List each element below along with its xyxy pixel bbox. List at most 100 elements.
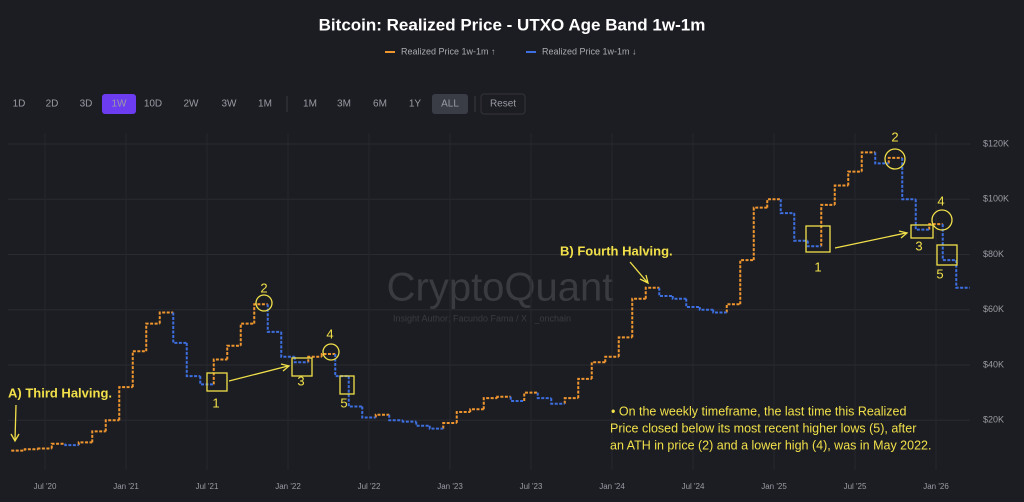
y-tick-label: $60K <box>983 304 1004 314</box>
price-step <box>752 206 768 261</box>
legend-label: Realized Price 1w-1m ↑ <box>401 46 496 56</box>
annotation: B) Fourth Halving. <box>560 243 673 258</box>
price-step <box>158 311 174 324</box>
x-tick-label: Jan '25 <box>761 482 787 491</box>
price-step <box>253 303 268 324</box>
y-tick-label: $120K <box>983 138 1009 148</box>
price-step <box>644 286 660 299</box>
price-step <box>860 151 876 172</box>
price-step <box>239 322 255 346</box>
price-step <box>901 157 916 201</box>
price-step <box>415 421 430 427</box>
range-button[interactable]: 1M <box>303 99 317 110</box>
box <box>339 375 355 395</box>
price-step <box>226 344 241 360</box>
price-step <box>725 303 741 313</box>
price-step <box>37 447 52 450</box>
price-step <box>496 395 511 399</box>
price-step <box>671 295 687 300</box>
annotation: 1 <box>212 395 219 410</box>
price-step <box>563 397 579 404</box>
x-tick-label: Jan '22 <box>275 482 301 491</box>
circle <box>884 148 906 170</box>
price-step <box>779 199 795 215</box>
toolbar: 1D 2D 3D 1W 10D 2W 3W 1M 1M 3M 6M 1Y ALL Reset <box>13 93 526 115</box>
price-step <box>712 309 727 314</box>
interval-button[interactable]: 1M <box>258 99 272 110</box>
price-step <box>23 448 39 451</box>
price-step <box>955 260 970 289</box>
arrow-head <box>10 433 20 443</box>
annotation: A) Third Halving. <box>8 385 112 400</box>
x-tick-label: Jan '23 <box>437 482 463 491</box>
price-step <box>64 443 79 447</box>
plot <box>11 151 970 452</box>
arrow <box>629 261 648 283</box>
interval-button[interactable]: 3D <box>80 99 93 110</box>
box <box>805 225 831 253</box>
price-step <box>847 170 862 186</box>
price-step <box>401 420 417 423</box>
price-step <box>698 307 714 311</box>
price-step <box>347 376 363 408</box>
price-step <box>793 213 808 242</box>
interval-button[interactable]: 10D <box>144 99 162 110</box>
price-step <box>280 331 295 358</box>
interval-button[interactable]: 1D <box>13 99 26 110</box>
price-step <box>131 350 147 388</box>
price-step <box>185 342 201 378</box>
annotation: 1 <box>814 259 821 274</box>
price-step <box>874 152 889 165</box>
price-step <box>941 224 957 262</box>
y-tick-label: $100K <box>983 194 1009 204</box>
box <box>206 372 228 392</box>
x-tick-label: Jan '24 <box>599 482 625 491</box>
range-button[interactable]: ALL <box>441 99 459 110</box>
reset-frame <box>480 93 526 115</box>
price-step <box>482 397 498 410</box>
annotation: 5 <box>340 395 347 410</box>
price-step <box>536 392 552 400</box>
range-button[interactable]: 1Y <box>409 99 422 110</box>
price-step <box>617 336 633 357</box>
x-tick-label: Jul '22 <box>358 482 381 491</box>
reset-button[interactable]: Reset <box>490 99 516 110</box>
annotation: 5 <box>936 266 943 281</box>
x-tick-label: Jul '24 <box>682 482 705 491</box>
chart-title: Bitcoin: Realized Price - UTXO Age Band … <box>319 15 706 34</box>
interval-button[interactable]: 2D <box>46 99 59 110</box>
price-step <box>307 355 322 363</box>
circle <box>931 209 953 231</box>
interval-button[interactable]: 2W <box>184 99 200 110</box>
x-tick-label: Jul '25 <box>844 482 867 491</box>
interval-button[interactable]: 1W <box>112 99 128 110</box>
price-step <box>388 414 403 422</box>
arrow-head <box>280 363 291 372</box>
circle <box>255 294 273 312</box>
interval-button[interactable]: 3W <box>222 99 238 110</box>
y-tick-label: $20K <box>983 415 1004 425</box>
price-step <box>361 406 376 419</box>
price-step <box>806 240 822 248</box>
price-step <box>455 410 471 424</box>
price-step <box>172 312 187 344</box>
arrow-head <box>898 230 909 239</box>
author: Insight Author: Facundo Fama / X : _onch… <box>393 313 571 323</box>
box <box>291 357 313 377</box>
annotation: 2 <box>891 129 898 144</box>
active-button <box>102 94 136 114</box>
price-step <box>631 297 646 338</box>
range-button[interactable]: 6M <box>373 99 387 110</box>
box <box>910 224 934 239</box>
range-button[interactable]: 3M <box>337 99 351 110</box>
price-step <box>928 223 943 230</box>
price-step <box>658 287 673 297</box>
price-step <box>604 355 619 363</box>
price-step <box>428 425 444 430</box>
annotations: A) Third Halving. B) Fourth Halving. 1 2 3 4 5… <box>8 129 958 452</box>
active-button <box>432 94 468 114</box>
note: Price closed below its most recent highe… <box>610 421 916 435</box>
price-step <box>442 422 457 429</box>
arrow <box>834 232 907 249</box>
